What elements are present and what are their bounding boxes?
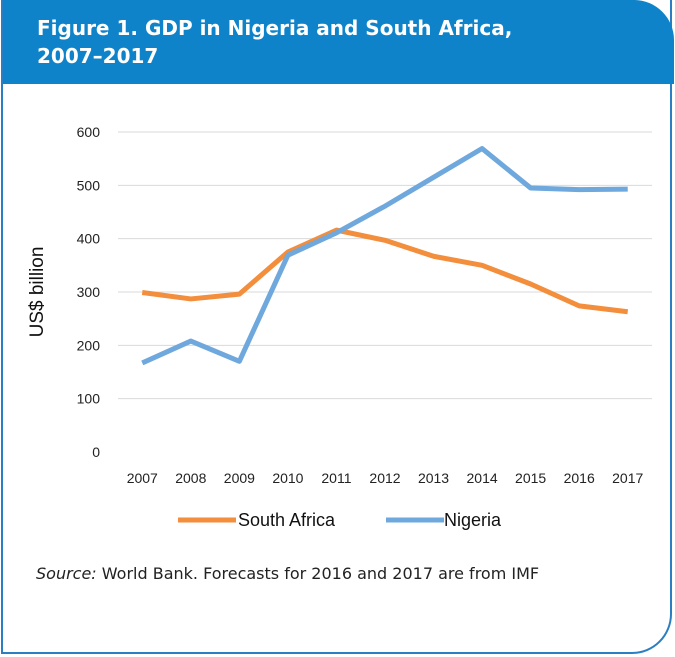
y-axis-label: US$ billion: [27, 247, 48, 338]
x-tick-label: 2014: [467, 470, 498, 486]
y-tick-label: 300: [77, 284, 101, 300]
x-tick-label: 2007: [127, 470, 158, 486]
line-chart: 0 100 200 300 400 500 600 2007 2008 2009 2010 2011 2…: [27, 124, 652, 530]
y-tick-label: 600: [77, 124, 101, 140]
x-tick-label: 2015: [515, 470, 546, 486]
source-label: Source:: [36, 564, 97, 583]
x-tick-label: 2008: [175, 470, 206, 486]
x-tick-label: 2016: [564, 470, 595, 486]
y-tick-label: 200: [77, 337, 101, 353]
source-note: Source: World Bank. Forecasts for 2016 a…: [36, 563, 556, 585]
figure-header: Figure 1. GDP in Nigeria and South Afric…: [3, 0, 674, 84]
x-tick-label: 2013: [418, 470, 449, 486]
legend-label: South Africa: [238, 510, 336, 530]
y-tick-label: 100: [77, 391, 101, 407]
x-tick-label: 2011: [321, 470, 351, 486]
x-tick-label: 2010: [272, 470, 303, 486]
source-text: World Bank. Forecasts for 2016 and 2017 …: [96, 564, 540, 583]
y-tick-label: 0: [92, 444, 100, 460]
y-tick-label: 500: [77, 177, 101, 193]
x-tick-label: 2017: [612, 470, 643, 486]
series-line-south-africa: [141, 227, 629, 315]
legend-label: Nigeria: [444, 510, 502, 530]
x-tick-label: 2009: [224, 470, 255, 486]
series-line-nigeria: [141, 146, 628, 366]
y-tick-label: 400: [77, 231, 101, 247]
x-tick-label: 2012: [369, 470, 400, 486]
figure-title-line2: 2007–2017: [37, 44, 159, 68]
figure-title-line1: Figure 1. GDP in Nigeria and South Afric…: [37, 16, 513, 40]
